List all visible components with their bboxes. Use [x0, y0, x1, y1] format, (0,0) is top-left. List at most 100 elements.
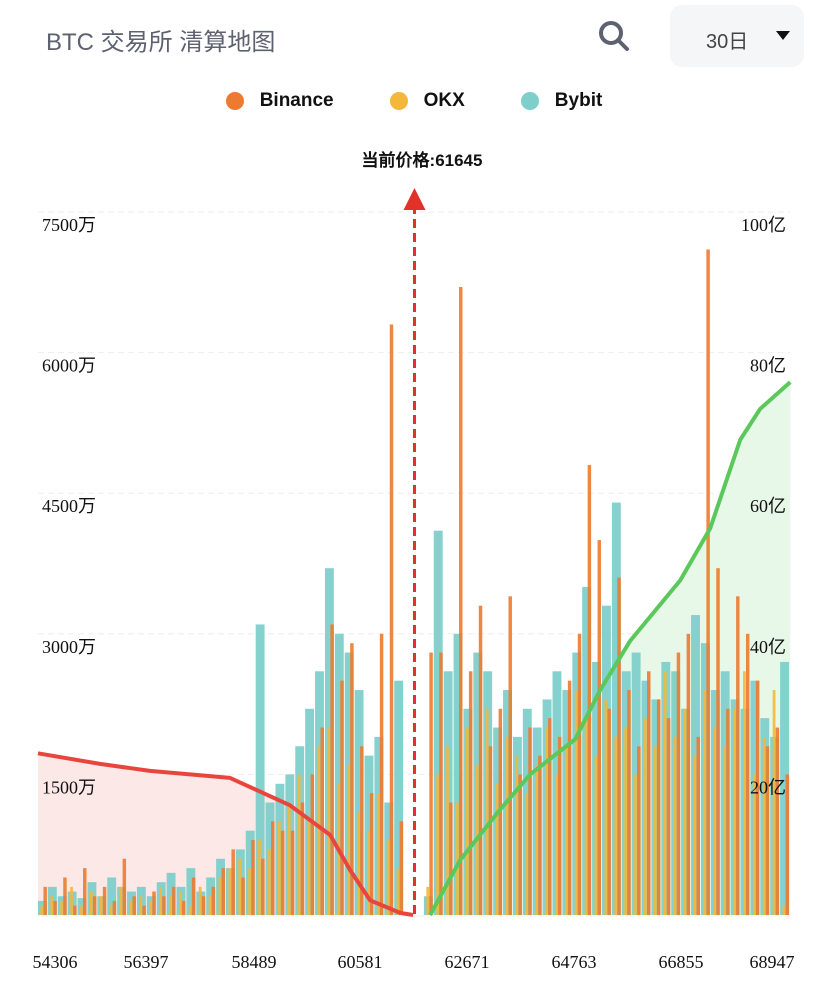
bar-binance	[63, 877, 67, 915]
bar-binance	[666, 718, 671, 915]
bar-binance	[577, 633, 582, 915]
bar-okx	[99, 896, 103, 915]
bar-okx	[179, 891, 182, 915]
bar-binance	[271, 821, 275, 915]
bar-binance	[122, 858, 127, 915]
bar-okx	[367, 830, 370, 915]
bar-binance	[310, 774, 315, 915]
bar-binance	[83, 868, 87, 915]
binance-dot-icon	[225, 92, 244, 110]
bar-okx	[535, 765, 538, 915]
bar-binance	[726, 708, 730, 915]
x-tick: 60581	[338, 952, 383, 972]
bar-binance	[647, 671, 651, 915]
bar-okx	[208, 896, 212, 915]
bar-binance	[557, 736, 562, 915]
bar-okx	[446, 746, 449, 915]
bar-binance	[73, 905, 77, 915]
y-left-tick: 4500万	[42, 496, 96, 516]
y-left-tick: 1500万	[42, 777, 96, 797]
okx-dot-icon	[389, 92, 408, 110]
y-left-tick: 6000万	[42, 356, 96, 376]
bar-binance	[686, 633, 691, 915]
y-left-tick: 7500万	[42, 215, 96, 235]
bar-binance	[389, 324, 394, 916]
bar-okx	[644, 718, 647, 915]
bar-okx	[683, 708, 687, 915]
bar-binance	[478, 605, 483, 915]
bar-binance	[172, 886, 176, 915]
x-tick: 64763	[552, 952, 597, 972]
bar-binance	[617, 577, 621, 915]
bar-binance	[745, 633, 750, 915]
y-right-tick: 60亿	[750, 496, 786, 516]
bar-binance	[755, 680, 760, 915]
page-title: BTC 交易所 清算地图	[46, 29, 276, 56]
bar-okx	[782, 905, 786, 915]
bar-bybit	[453, 633, 463, 915]
bar-binance	[201, 896, 206, 915]
bar-binance	[399, 821, 404, 915]
bar-okx	[248, 868, 252, 915]
bar-bybit	[334, 633, 344, 915]
bar-okx	[733, 708, 736, 915]
bar-binance	[261, 858, 265, 915]
bar-okx	[564, 746, 568, 915]
bar-binance	[251, 840, 255, 915]
x-tick: 56397	[124, 952, 169, 972]
bybit-dot-icon	[520, 92, 539, 110]
bar-binance	[607, 708, 611, 915]
x-tick: 68947	[750, 952, 795, 972]
bar-binance	[706, 249, 710, 915]
caret-down-icon	[776, 31, 790, 40]
bar-okx	[119, 886, 123, 915]
cumulative-short-line	[37, 751, 414, 917]
bar-okx	[307, 821, 311, 915]
bar-okx	[287, 802, 291, 915]
bar-okx	[624, 727, 628, 915]
bar-bybit	[107, 877, 117, 915]
bar-okx	[703, 690, 707, 915]
bar-bybit	[433, 530, 443, 915]
bar-binance	[360, 746, 364, 915]
bar-okx	[258, 840, 261, 915]
bar-okx	[357, 811, 360, 915]
legend-item-bybit[interactable]: Bybit	[520, 90, 602, 112]
bar-binance	[785, 774, 790, 915]
legend-item-binance[interactable]: Binance	[225, 90, 334, 112]
bar-binance	[142, 905, 146, 915]
bar-okx	[80, 905, 83, 915]
bar-binance	[538, 755, 542, 915]
bar-bybit	[611, 502, 621, 915]
bar-okx	[188, 905, 192, 915]
bar-binance	[290, 830, 295, 915]
range-dropdown[interactable]: 30日	[670, 5, 804, 67]
bar-okx	[238, 858, 242, 915]
bar-binance	[231, 849, 235, 915]
bar-binance	[221, 868, 226, 915]
bar-okx	[456, 802, 459, 915]
bar-bybit	[206, 877, 216, 915]
legend-item-okx[interactable]: OKX	[389, 90, 465, 112]
x-tick: 58489	[232, 952, 277, 972]
bar-bybit	[305, 708, 315, 915]
bar-okx	[515, 755, 519, 915]
bar-okx	[386, 840, 390, 915]
bar-binance	[587, 465, 592, 915]
bar-binance	[429, 652, 433, 915]
bar-okx	[218, 877, 222, 915]
y-left-tick: 3000万	[42, 637, 96, 657]
bar-binance	[775, 727, 780, 915]
bar-binance	[597, 540, 602, 915]
bar-okx	[752, 774, 756, 915]
bar-okx	[594, 755, 598, 915]
bar-binance	[439, 652, 443, 915]
bar-okx	[505, 736, 509, 915]
search-icon[interactable]	[598, 20, 630, 52]
y-right-tick: 100亿	[741, 215, 786, 235]
bar-okx	[673, 736, 677, 915]
bar-bybit	[354, 690, 364, 915]
bar-bybit	[166, 872, 176, 915]
bar-okx	[228, 868, 232, 915]
